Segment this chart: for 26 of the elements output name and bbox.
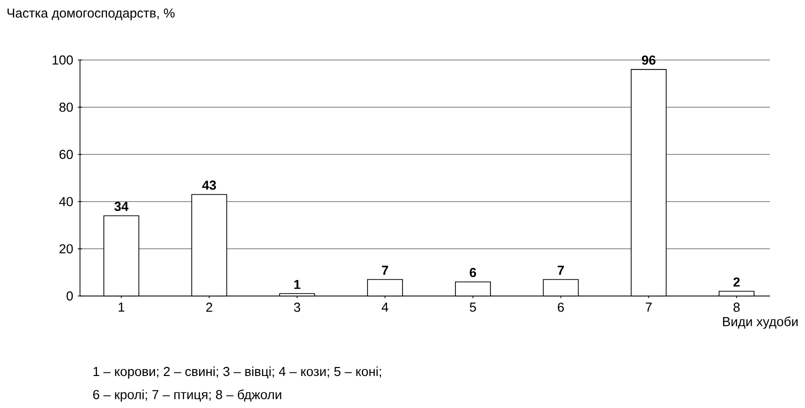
data-label: 43 bbox=[202, 180, 216, 190]
data-label: 2 bbox=[733, 277, 740, 287]
y-axis-title: Частка домогосподарств, % bbox=[8, 8, 175, 20]
x-tick-label: 5 bbox=[470, 302, 476, 312]
x-tick-label: 4 bbox=[382, 302, 388, 312]
data-label: 7 bbox=[382, 266, 388, 275]
y-tick-label: 40 bbox=[59, 196, 73, 206]
x-tick-label: 2 bbox=[206, 302, 212, 312]
y-tick-label: 80 bbox=[59, 102, 73, 112]
y-tick-label: 20 bbox=[60, 244, 73, 254]
x-tick-label: 3 bbox=[294, 302, 300, 312]
y-tick-label: 60 bbox=[60, 150, 73, 159]
data-label: 34 bbox=[114, 202, 128, 212]
text: 1 – корови; 2 – свині; 3 – вівці; 4 – кози; 5 – коні; bbox=[94, 366, 382, 379]
x-tick-label: 1 bbox=[118, 302, 124, 312]
x-tick-label: 8 bbox=[734, 302, 740, 312]
y-tick-label: 0 bbox=[66, 291, 73, 301]
data-label: 6 bbox=[470, 268, 476, 278]
data-label: 1 bbox=[294, 280, 300, 289]
data-label: 96 bbox=[642, 56, 656, 65]
x-tick-label: 7 bbox=[646, 302, 652, 312]
data-label: 7 bbox=[558, 266, 564, 275]
y-tick-label: 100 bbox=[52, 55, 73, 65]
x-tick-label: 6 bbox=[558, 302, 564, 312]
x-axis-title: Види худоби bbox=[723, 316, 798, 329]
text: 6 – кролі; 7 – птиця; 8 – бджоли bbox=[93, 390, 282, 402]
